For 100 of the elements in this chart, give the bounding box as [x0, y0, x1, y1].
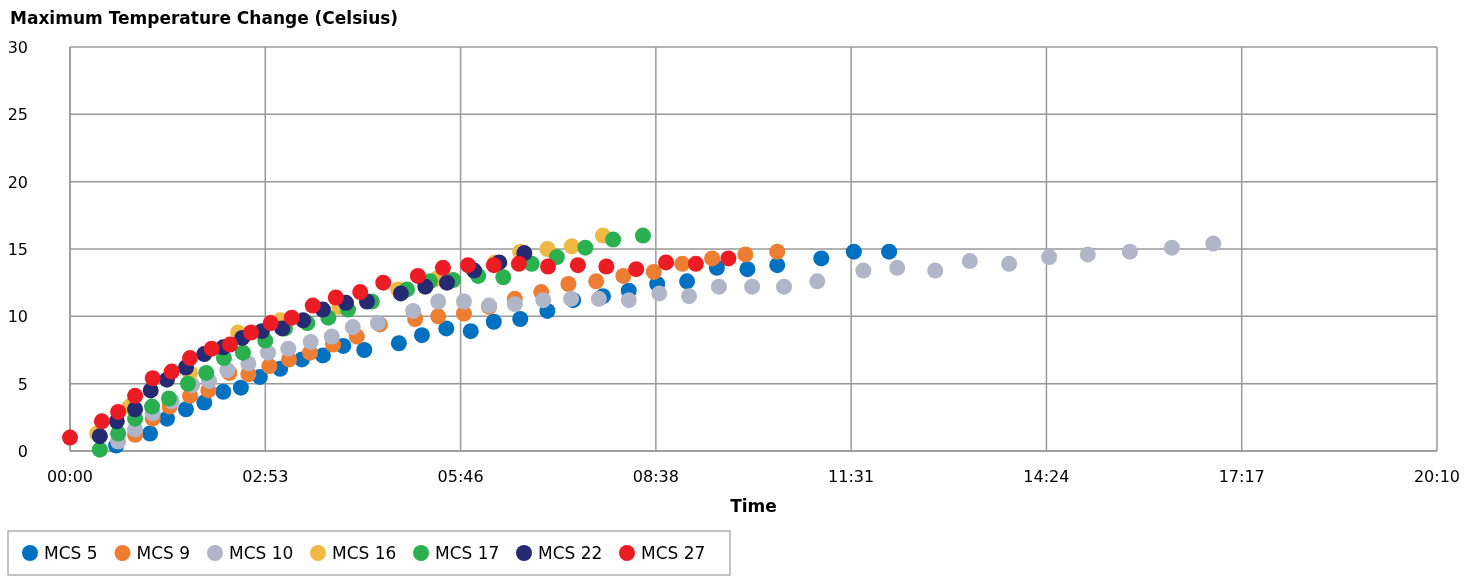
point — [674, 255, 691, 272]
point — [438, 320, 455, 337]
point — [409, 267, 426, 284]
point — [495, 269, 512, 286]
x-tick-label: 17:17 — [1218, 467, 1265, 486]
chart-title: Maximum Temperature Change (Celsius) — [10, 8, 399, 28]
point — [405, 302, 422, 319]
point — [563, 238, 580, 255]
point — [620, 292, 637, 309]
point — [283, 309, 300, 326]
point — [144, 370, 161, 387]
point — [356, 342, 373, 358]
point — [813, 250, 830, 267]
point — [961, 253, 978, 270]
point — [91, 441, 108, 458]
point — [588, 273, 605, 290]
point — [127, 387, 144, 404]
y-tick-label: 30 — [7, 38, 28, 57]
point — [769, 243, 786, 260]
y-tick-label: 25 — [7, 105, 28, 125]
point — [439, 274, 456, 291]
point — [434, 259, 451, 276]
point — [352, 284, 369, 301]
point — [142, 425, 159, 442]
point — [569, 257, 586, 274]
point — [462, 323, 479, 340]
x-tick-label: 14:24 — [1023, 467, 1070, 486]
point — [485, 313, 502, 330]
point — [548, 249, 565, 266]
point — [560, 276, 577, 292]
legend-label: MCS 16 — [332, 543, 397, 563]
point — [127, 401, 144, 418]
point — [1205, 235, 1222, 252]
point — [392, 285, 409, 302]
point — [179, 375, 196, 392]
point — [598, 258, 615, 275]
y-tick-label: 5 — [17, 374, 28, 394]
point — [809, 273, 826, 290]
point — [845, 243, 862, 260]
legend-label: MCS 9 — [136, 543, 191, 563]
point — [769, 257, 786, 274]
point — [93, 413, 110, 430]
point — [344, 319, 361, 336]
point — [506, 296, 523, 313]
point — [1079, 246, 1096, 263]
point — [163, 363, 180, 380]
point — [1121, 243, 1138, 260]
point — [737, 246, 754, 263]
point — [927, 262, 944, 279]
point — [720, 250, 737, 267]
point — [177, 401, 194, 418]
y-tick-label: 10 — [7, 307, 28, 327]
point — [710, 278, 727, 295]
point — [776, 278, 793, 295]
x-tick-label: 00:00 — [46, 467, 94, 486]
point — [590, 290, 607, 307]
point — [243, 324, 260, 341]
point — [198, 364, 215, 381]
point — [413, 327, 430, 344]
point — [1041, 249, 1058, 266]
point — [110, 403, 127, 420]
point — [215, 383, 232, 400]
point — [889, 259, 906, 276]
point — [577, 239, 594, 256]
point — [535, 292, 552, 309]
point — [744, 278, 761, 295]
point — [1001, 255, 1018, 272]
y-tick-label: 0 — [17, 442, 28, 461]
point — [222, 336, 239, 353]
x-tick-label: 05:46 — [437, 467, 484, 486]
point — [62, 429, 78, 446]
point — [390, 335, 407, 352]
point — [681, 288, 698, 305]
point — [1163, 239, 1180, 256]
point — [687, 255, 704, 272]
x-tick-label: 02:53 — [242, 467, 289, 486]
point — [455, 293, 472, 310]
y-tick-label: 15 — [7, 240, 28, 259]
point — [182, 350, 199, 367]
point — [651, 285, 668, 302]
point — [302, 333, 319, 350]
point — [881, 243, 898, 260]
y-tick-label: 20 — [7, 172, 28, 192]
point — [855, 262, 872, 279]
x-tick-label: 11:31 — [828, 467, 875, 486]
point — [280, 340, 297, 357]
point — [417, 278, 434, 295]
x-tick-label: 20:10 — [1413, 467, 1461, 486]
point — [323, 328, 340, 345]
point — [460, 257, 477, 274]
point — [679, 273, 696, 290]
point — [615, 267, 632, 284]
point — [510, 255, 527, 272]
point — [540, 258, 557, 275]
point — [512, 311, 529, 328]
point — [658, 254, 675, 271]
x-axis-title: Time — [730, 496, 777, 516]
legend-label: MCS 17 — [435, 543, 500, 563]
point — [203, 340, 220, 357]
point — [232, 379, 249, 396]
